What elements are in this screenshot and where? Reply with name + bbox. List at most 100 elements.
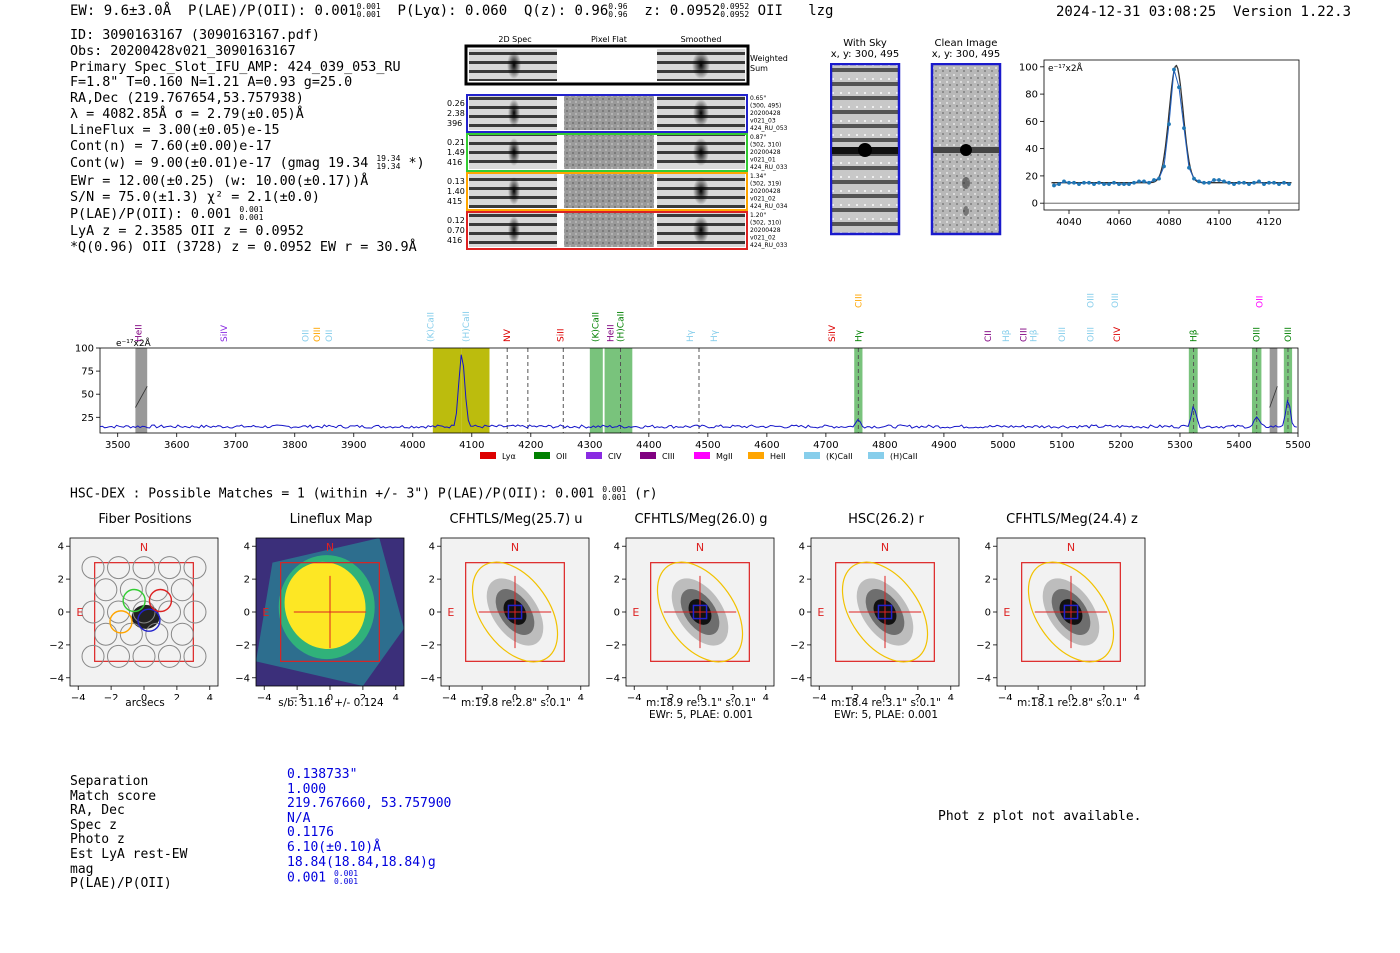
value-mag: 18.84(18.84,18.84)g bbox=[287, 854, 436, 870]
spectrum-chart: e⁻¹⁷x2Å HeII SiIV OII OIII OII (K)CaII (H)CaII… bbox=[75, 293, 1311, 461]
zoom-data-point bbox=[1117, 182, 1121, 186]
line-label-text: Hγ bbox=[854, 329, 864, 342]
east-label: E bbox=[632, 606, 639, 619]
spectrum-line-label: CIII bbox=[854, 294, 864, 308]
fiber-circle bbox=[132, 644, 156, 668]
timestamp: 2024-12-31 03:08:25 bbox=[1056, 4, 1217, 20]
panel-ytick-label: 4 bbox=[58, 542, 64, 553]
spectrum-line-label: SiII bbox=[556, 328, 566, 342]
cutout-right-value: (302, 319) bbox=[750, 181, 781, 188]
fiber-circle bbox=[107, 556, 131, 580]
line-label-text: CIII bbox=[854, 294, 864, 308]
line-label-text: HeII bbox=[134, 324, 144, 342]
zoom-data-point bbox=[1072, 180, 1076, 185]
zoom-data-point bbox=[1287, 182, 1291, 186]
panel-ytick-label: 4 bbox=[799, 542, 805, 553]
pixel-flat-image bbox=[564, 213, 654, 247]
pixel-flat-image bbox=[564, 174, 654, 208]
cutout-right-value: 20200428 bbox=[750, 227, 781, 234]
zoom-ytick-label: 60 bbox=[1025, 117, 1038, 128]
spectrum-line-label: NV bbox=[503, 328, 513, 342]
zoom-ytick-label: 40 bbox=[1025, 144, 1038, 155]
spectrum-line-label: HeII bbox=[134, 324, 144, 342]
spectrum-mask-hatch bbox=[1269, 386, 1278, 408]
east-label: E bbox=[817, 606, 824, 619]
panel-xtick-label: 4 bbox=[207, 693, 213, 700]
panel-xtick-label: −2 bbox=[104, 693, 119, 700]
image-panel: HSC(26.2) r N E −4 −2 0 2 4 4 2 0 −2 −4 m:18.4 re:3.1… bbox=[790, 512, 961, 721]
hsc-dex-title: HSC-DEX : Possible Matches = 1 (within +… bbox=[70, 485, 658, 502]
tag: lzg bbox=[808, 3, 834, 19]
spectrum-line-label: Hγ bbox=[710, 329, 720, 342]
zoom-data-point bbox=[1227, 180, 1231, 185]
spectrum-xtick-label: 5400 bbox=[1226, 440, 1251, 451]
spectrum-line-label: OII bbox=[301, 330, 311, 342]
zoom-xtick-label: 4080 bbox=[1156, 217, 1181, 228]
fiber-circle bbox=[157, 644, 181, 668]
panel-xtick-label: −4 bbox=[442, 693, 457, 700]
smoothed-blob bbox=[693, 177, 709, 205]
info-line: LyA z = 2.3585 OII z = 0.0952 bbox=[70, 223, 304, 239]
zoom-fit-line bbox=[1051, 64, 1292, 184]
cutout-left-value: 0.70 bbox=[447, 226, 465, 235]
panel-xtick-label: 0 bbox=[512, 693, 518, 700]
line-label-text: Hβ bbox=[1190, 329, 1200, 342]
spectrum-line-label: SiIV bbox=[828, 324, 838, 342]
panel-ytick-label: 0 bbox=[614, 608, 620, 619]
line-label-text: SiII bbox=[556, 328, 566, 342]
east-label: E bbox=[1003, 606, 1010, 619]
plya-value: P(Lyα): 0.060 bbox=[397, 3, 508, 19]
cutout-left-value: 396 bbox=[447, 119, 462, 128]
spectrum-line-label: HeII bbox=[606, 324, 616, 342]
panel-xtick-label: −2 bbox=[845, 693, 860, 700]
panel-xtick-label: −4 bbox=[257, 693, 272, 700]
zoom-data-point bbox=[1172, 67, 1176, 72]
cutout-grid: 2D Spec Pixel Flat Smoothed Weighted Sum… bbox=[447, 35, 788, 250]
east-label: E bbox=[262, 606, 269, 619]
fiber-circle bbox=[81, 556, 105, 580]
cutout-right-value: (300, 495) bbox=[750, 103, 781, 110]
zoom-data-point bbox=[1272, 180, 1276, 185]
line-label-text: OIII bbox=[1086, 327, 1096, 342]
ew-value: EW: 9.6±3.0Å bbox=[70, 3, 172, 19]
panel-xtick-label: −2 bbox=[1031, 693, 1046, 700]
panel-footer: m:19.8 re:2.8" s:0.1" bbox=[461, 697, 571, 709]
cutout-frame bbox=[466, 94, 748, 133]
zoom-data-point bbox=[1067, 180, 1071, 185]
spectrum-line-label: CIII bbox=[1020, 328, 1030, 342]
panel-ytick-label: 4 bbox=[429, 542, 435, 553]
zoom-data-point bbox=[1162, 164, 1166, 169]
zoom-data-point bbox=[1052, 183, 1056, 188]
info-line: EWr = 12.00(±0.25) (w: 10.00(±0.17))Å bbox=[70, 174, 369, 190]
zoom-data-point bbox=[1222, 179, 1226, 184]
spectrum-region bbox=[604, 348, 633, 433]
panel-ytick-label: 2 bbox=[429, 575, 435, 586]
panel-ytick-label: −2 bbox=[605, 640, 620, 651]
info-line: S/N = 75.0(±1.3) χ² = 2.1(±0.0) bbox=[70, 190, 320, 206]
cutout-right-value: v021_01 bbox=[750, 157, 776, 164]
spectrum-xtick-label: 3900 bbox=[341, 440, 366, 451]
panel-plot: N E −4 −2 0 2 4 4 2 0 −2 −4 bbox=[49, 537, 219, 700]
panel-ytick-label: −2 bbox=[49, 640, 64, 651]
panel-footer: arcsecs bbox=[125, 697, 165, 709]
zoom-data-point bbox=[1212, 178, 1216, 182]
fiber-secondary bbox=[122, 588, 146, 613]
panel-ytick-label: 0 bbox=[985, 608, 991, 619]
north-label: N bbox=[140, 541, 148, 554]
fiber-circle bbox=[145, 622, 169, 646]
spectrum-xtick-label: 5200 bbox=[1108, 440, 1133, 451]
panel-footer: m:18.4 re:3.1" s:0.1" bbox=[831, 697, 941, 709]
zoom-data-point bbox=[1082, 180, 1086, 185]
north-label: N bbox=[1067, 541, 1075, 554]
legend-swatch bbox=[748, 452, 764, 459]
panel-title: HSC(26.2) r bbox=[848, 512, 924, 527]
info-line: Cont(w) = 9.00(±0.01)e-17 (gmag 19.34 19… bbox=[70, 154, 425, 172]
zoom-data-point bbox=[1092, 182, 1096, 186]
label-mag: mag bbox=[70, 861, 94, 877]
fiber-fourth bbox=[148, 588, 173, 613]
spectrum-xtick-label: 4900 bbox=[931, 440, 956, 451]
info-line: LineFlux = 3.00(±0.05)e-15 bbox=[70, 122, 280, 138]
spectrum-line-label: OIII bbox=[1253, 327, 1263, 342]
label-photo-z: Photo z bbox=[70, 832, 125, 848]
fiber-circle bbox=[107, 644, 131, 668]
